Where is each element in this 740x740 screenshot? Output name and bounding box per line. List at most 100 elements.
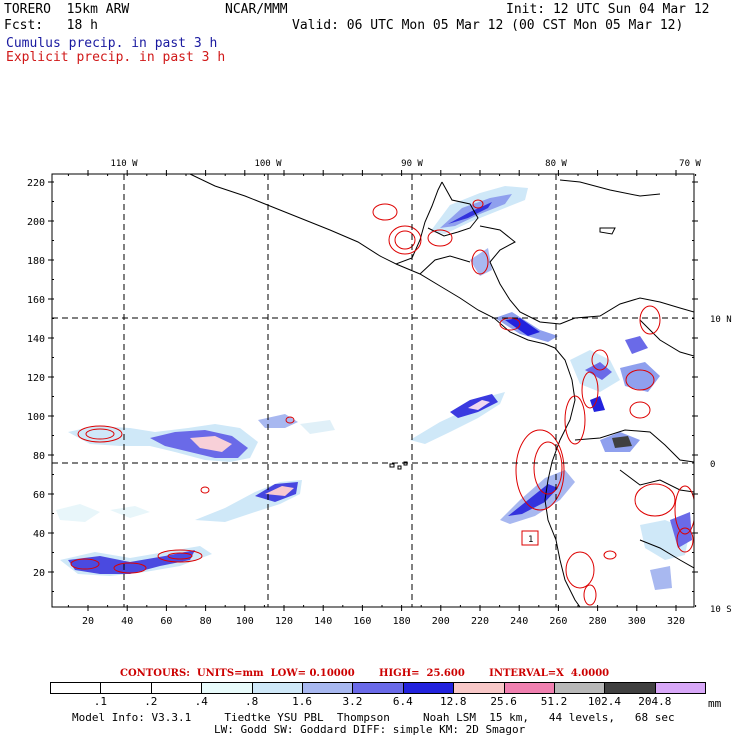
precip-area xyxy=(590,396,605,412)
y-tick-label: 220 xyxy=(27,178,45,189)
contours-label: CONTOURS: xyxy=(120,668,190,679)
x-tick-label: 40 xyxy=(121,616,133,627)
longitude-label: 80 W xyxy=(545,159,567,169)
precip-contour xyxy=(285,416,295,424)
precip-area xyxy=(468,400,490,410)
valid-time: Valid: 06 UTC Mon 05 Mar 12 (00 CST Mon … xyxy=(292,18,684,33)
x-tick-label: 120 xyxy=(275,616,293,627)
y-tick-label: 20 xyxy=(33,568,45,579)
island-cuba xyxy=(559,179,661,197)
colorbar-swatch xyxy=(150,682,203,694)
precip-contour xyxy=(388,225,422,255)
precip-area xyxy=(68,550,195,574)
precip-contour xyxy=(471,249,489,275)
precip-contour xyxy=(565,551,595,589)
contours-high: HIGH= 25.600 xyxy=(379,668,465,679)
precip-area xyxy=(625,336,648,354)
forecast-hour: Fcst: 18 h xyxy=(4,18,98,33)
y-tick-label: 60 xyxy=(33,490,45,501)
x-tick-label: 240 xyxy=(510,616,528,627)
colorbar-label: 51.2 xyxy=(540,695,568,708)
precip-contour xyxy=(515,429,565,511)
coastline-caribbean xyxy=(479,225,561,325)
org-label: NCAR/MMM xyxy=(225,2,288,17)
border-bolivia xyxy=(639,539,694,569)
precip-contour xyxy=(564,395,586,445)
coastlines xyxy=(189,174,694,607)
coastline-pacific-sa xyxy=(544,347,581,607)
coastline-mexico xyxy=(189,174,443,265)
precip-contour xyxy=(674,485,694,535)
init-time: Init: 12 UTC Sun 04 Mar 12 xyxy=(506,2,710,17)
x-tick-label: 280 xyxy=(589,616,607,627)
border-brazil xyxy=(619,469,694,493)
latitude-label: 10 N xyxy=(710,315,732,325)
x-tick-label: 20 xyxy=(82,616,94,627)
x-tick-label: 200 xyxy=(432,616,450,627)
precip-area xyxy=(470,248,492,276)
colorbar-swatch xyxy=(100,682,152,694)
colorbar-label: 12.8 xyxy=(440,695,467,708)
precip-contour xyxy=(157,549,203,563)
precip-area xyxy=(508,484,558,516)
precip-contour xyxy=(372,203,398,221)
colorbar-label: 25.6 xyxy=(490,695,517,708)
x-tick-label: 300 xyxy=(628,616,646,627)
latitude-label: 10 S xyxy=(710,605,732,615)
x-tick-label: 220 xyxy=(471,616,489,627)
precip-contour xyxy=(70,558,100,570)
precip-contour xyxy=(85,428,115,440)
precip-contour xyxy=(472,199,484,209)
x-tick-label: 140 xyxy=(314,616,332,627)
contours-interval: INTERVAL=X 4.0000 xyxy=(489,668,610,679)
colorbar-swatch xyxy=(201,682,253,694)
precip-area xyxy=(612,436,632,448)
island-galapagos xyxy=(389,461,408,470)
precip-area xyxy=(265,486,294,496)
colorbar-label: 102.4 xyxy=(587,695,622,708)
colorbar-label: 204.8 xyxy=(638,695,672,708)
x-tick-label: 60 xyxy=(160,616,172,627)
precip-contour xyxy=(427,229,453,247)
precip-area xyxy=(620,362,660,392)
precip-area xyxy=(56,504,100,522)
precip-contour xyxy=(113,562,147,574)
longitude-label: 100 W xyxy=(254,159,282,169)
x-tick-label: 100 xyxy=(236,616,254,627)
colorbar-swatch xyxy=(503,682,555,694)
precip-area xyxy=(258,414,298,428)
precip-contour xyxy=(676,527,694,553)
colorbar-label: 1.6 xyxy=(292,695,312,708)
y-tick-label: 180 xyxy=(27,256,45,267)
map-frame xyxy=(51,173,695,608)
colorbar-label: .8 xyxy=(245,695,259,708)
x-tick-label: 80 xyxy=(200,616,212,627)
colorbar-swatch xyxy=(554,682,606,694)
contours-low: LOW= 0.10000 xyxy=(270,668,355,679)
island-jamaica xyxy=(599,227,616,235)
precip-contour xyxy=(591,349,609,371)
precip-area xyxy=(650,566,672,590)
colorbar-label: .1 xyxy=(93,695,108,708)
y-tick-label: 200 xyxy=(27,217,45,228)
x-tick-label: 260 xyxy=(549,616,567,627)
region-box xyxy=(521,530,539,546)
cumulus-precip-layer xyxy=(56,186,692,590)
y-tick-label: 40 xyxy=(33,529,45,540)
colorbar-swatch xyxy=(402,682,455,694)
precip-contour xyxy=(639,305,661,335)
colorbar-swatch xyxy=(604,682,656,694)
precip-contour xyxy=(200,486,210,494)
precip-contour xyxy=(394,230,416,250)
region-box-label: 1 xyxy=(528,535,533,545)
y-tick-label: 100 xyxy=(27,412,45,423)
border-peru xyxy=(574,429,694,463)
precip-contour xyxy=(533,441,563,495)
y-tick-label: 120 xyxy=(27,373,45,384)
x-tick-label: 180 xyxy=(393,616,411,627)
latitude-label: 0 xyxy=(710,460,715,470)
precip-area xyxy=(190,436,232,452)
precip-area xyxy=(300,420,335,434)
precip-contour xyxy=(634,483,676,517)
